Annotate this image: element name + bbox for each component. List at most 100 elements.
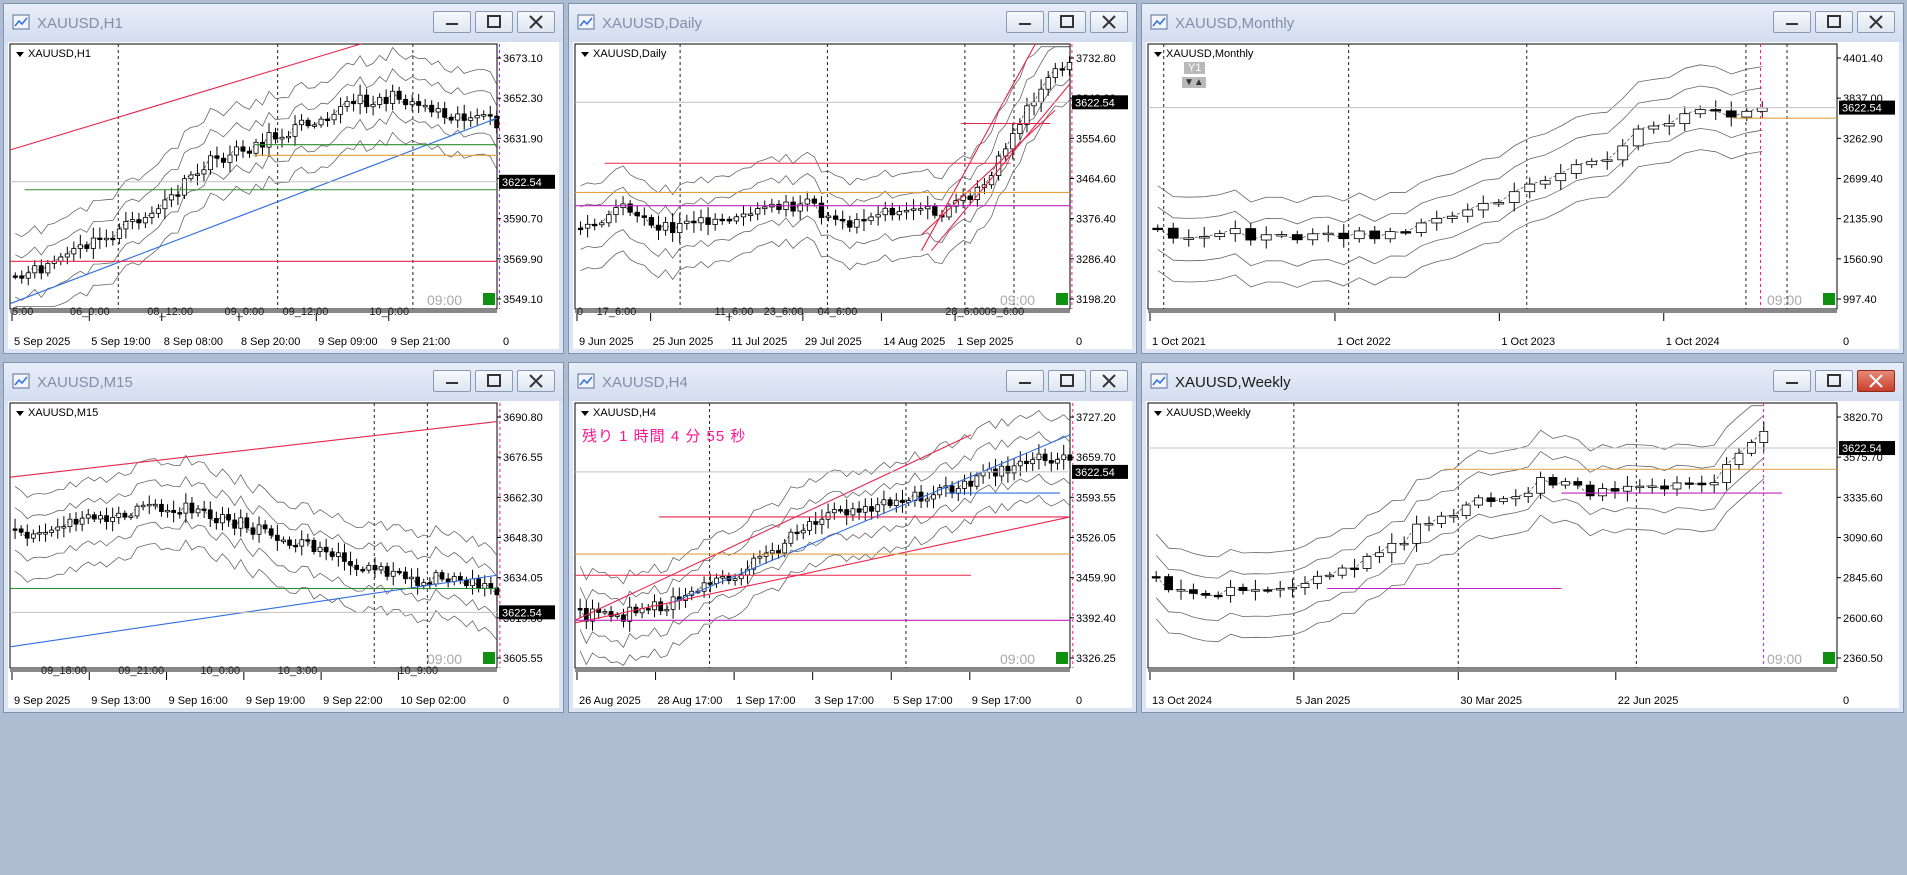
minimize-button[interactable] xyxy=(433,370,471,392)
chart-area[interactable]: 3690.803676.553662.303648.303634.053619.… xyxy=(8,401,559,708)
scroll-arrows-icon[interactable]: ▼▲ xyxy=(1182,77,1206,88)
candle-body xyxy=(18,528,24,533)
minimize-icon xyxy=(1786,382,1798,384)
candle-body xyxy=(1238,586,1248,591)
bollinger-band-line xyxy=(14,475,498,577)
candle-body xyxy=(244,517,250,529)
chart-window-daily[interactable]: XAUUSD,Daily 3732.803642.803554.603464.6… xyxy=(568,3,1137,354)
bollinger-band-line xyxy=(1155,414,1765,579)
maximize-button[interactable] xyxy=(1048,11,1086,33)
candle-body xyxy=(903,210,910,213)
chart-window-monthly[interactable]: XAUUSD,Monthly 4401.40 3837.00 3262.90 2699… xyxy=(1141,3,1904,354)
close-button[interactable] xyxy=(1857,11,1895,33)
symbol-label[interactable]: XAUUSD,Weekly xyxy=(1154,407,1251,419)
candle-body xyxy=(1697,482,1707,486)
price-axis-label: 3286.40 xyxy=(1076,254,1116,266)
price-axis-label: 2360.50 xyxy=(1843,653,1883,665)
candle-body xyxy=(825,215,832,219)
timeframe-badge[interactable]: Y1 xyxy=(1184,62,1206,74)
chart-area[interactable]: 3820.70 3575.70 3335.60 3090.60 2845.60 2600.… xyxy=(1146,401,1899,708)
date-axis-label: 10 Sep 02:00 xyxy=(400,695,465,707)
window-titlebar[interactable]: XAUUSD,H1 xyxy=(4,4,563,42)
candle-body xyxy=(1725,110,1737,118)
bollinger-band-line xyxy=(1157,85,1763,225)
candle-body xyxy=(390,570,396,577)
window-title: XAUUSD,Monthly xyxy=(1175,15,1295,32)
candle-body xyxy=(266,132,272,148)
symbol-label[interactable]: XAUUSD,H1 xyxy=(16,48,91,60)
price-axis-label: 997.40 xyxy=(1843,294,1877,306)
bollinger-band-line xyxy=(14,539,498,641)
candle-body xyxy=(268,528,274,536)
candle-body xyxy=(606,214,612,224)
window-titlebar[interactable]: XAUUSD,Daily xyxy=(569,4,1136,42)
close-button[interactable] xyxy=(517,11,555,33)
plot-bottom-bar xyxy=(10,668,497,672)
chart-window-h4[interactable]: XAUUSD,H4 3727.20 3659.70 3593.55 3526.05 34… xyxy=(568,362,1137,713)
chart-area[interactable]: 3727.20 3659.70 3593.55 3526.05 3459.90 3392.… xyxy=(573,401,1132,708)
candlestick-chart[interactable]: 3732.803642.803554.603464.603376.403286.… xyxy=(573,42,1134,351)
dropdown-triangle-icon xyxy=(16,410,24,416)
symbol-label[interactable]: XAUUSD,H4 xyxy=(581,407,656,419)
bar-countdown-text: 残り 1 時間 4 分 55 秒 xyxy=(582,428,747,445)
maximize-button[interactable] xyxy=(1048,370,1086,392)
inner-time-label: 09_6:00 xyxy=(985,306,1025,318)
candle-body xyxy=(850,508,856,516)
price-axis-label: 3631.90 xyxy=(503,133,543,145)
candle-body xyxy=(494,587,500,596)
candle-body xyxy=(925,206,931,210)
window-titlebar[interactable]: XAUUSD,Weekly xyxy=(1142,363,1903,401)
minimize-button[interactable] xyxy=(1006,11,1044,33)
current-price-label: 3622.54 xyxy=(1842,443,1882,455)
candlestick-chart[interactable]: 4401.403837.003262.902699.402135.901560.… xyxy=(1146,42,1901,351)
symbol-label[interactable]: XAUUSD,Daily xyxy=(581,48,666,60)
candlestick-chart[interactable]: 3820.70 3575.70 3335.60 3090.60 2845.60 2600.… xyxy=(1146,401,1901,710)
minimize-button[interactable] xyxy=(1773,370,1811,392)
inner-time-label: 10_9:00 xyxy=(398,665,438,677)
price-axis-label: 2135.90 xyxy=(1843,214,1883,226)
candle-body xyxy=(995,155,1002,177)
candle-body xyxy=(968,480,974,487)
window-titlebar[interactable]: XAUUSD,Monthly xyxy=(1142,4,1903,42)
close-button[interactable] xyxy=(517,370,555,392)
window-titlebar[interactable]: XAUUSD,H4 xyxy=(569,363,1136,401)
close-button[interactable] xyxy=(1090,11,1128,33)
chart-window-weekly[interactable]: XAUUSD,Weekly 3820.70 3575.70 3335.60 3090.… xyxy=(1141,362,1904,713)
window-titlebar[interactable]: XAUUSD,M15 xyxy=(4,363,563,401)
symbol-label[interactable]: XAUUSD,Monthly xyxy=(1154,48,1253,60)
candle-body xyxy=(318,118,324,126)
candle-body xyxy=(1672,482,1682,490)
inner-time-label: 10_0:00 xyxy=(200,665,240,677)
candle-body xyxy=(831,509,837,514)
candle-body xyxy=(49,529,55,533)
candle-body xyxy=(763,552,769,557)
maximize-button[interactable] xyxy=(1815,370,1853,392)
minimize-button[interactable] xyxy=(433,11,471,33)
inner-time-label: 17_6:00 xyxy=(597,306,637,318)
candlestick-chart[interactable]: 3727.20 3659.70 3593.55 3526.05 3459.90 3392.… xyxy=(573,401,1134,710)
chart-area[interactable]: 3732.803642.803554.603464.603376.403286.… xyxy=(573,42,1132,349)
close-button[interactable] xyxy=(1090,370,1128,392)
bollinger-band-line xyxy=(580,100,1070,281)
candle-body xyxy=(38,265,44,274)
symbol-label[interactable]: XAUUSD,M15 xyxy=(16,407,98,419)
maximize-button[interactable] xyxy=(475,11,513,33)
maximize-button[interactable] xyxy=(1815,11,1853,33)
maximize-button[interactable] xyxy=(475,370,513,392)
minimize-button[interactable] xyxy=(1773,11,1811,33)
date-axis-label: 9 Sep 19:00 xyxy=(246,695,305,707)
chart-window-h1[interactable]: XAUUSD,H1 3673.103652.303631.903611.1035… xyxy=(3,3,564,354)
chart-area[interactable]: 3673.103652.303631.903611.103590.703569.… xyxy=(8,42,559,349)
candle-body xyxy=(797,203,803,212)
candle-body xyxy=(97,237,103,240)
candle-body xyxy=(1648,125,1660,130)
chart-window-m15[interactable]: XAUUSD,M15 3690.80 3676.55 3662.30 3648.30 3… xyxy=(3,362,564,713)
candle-body xyxy=(1059,68,1066,71)
minimize-button[interactable] xyxy=(1006,370,1044,392)
close-button[interactable] xyxy=(1857,370,1895,392)
candle-body xyxy=(1412,523,1421,544)
candlestick-chart[interactable]: 3690.803676.553662.303648.303634.053619.… xyxy=(8,401,561,710)
trend-line xyxy=(9,43,361,151)
chart-area[interactable]: 4401.40 3837.00 3262.90 2699.40 2135.90 1560.… xyxy=(1146,42,1899,349)
candlestick-chart[interactable]: 3673.103652.303631.903611.103590.703569.… xyxy=(8,42,561,351)
